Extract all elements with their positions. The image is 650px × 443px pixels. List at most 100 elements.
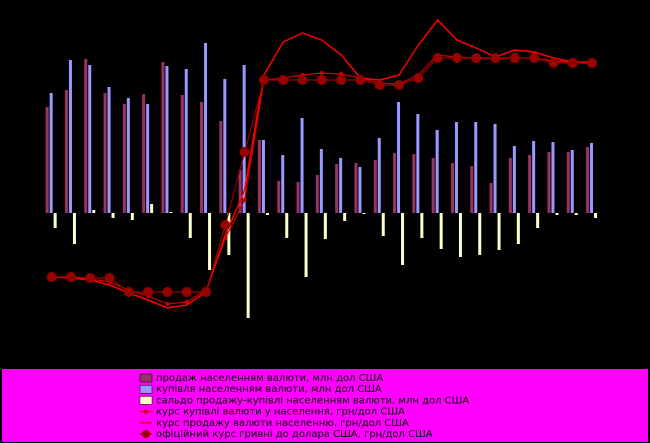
marker [46, 272, 57, 282]
legend-label: продаж населенням валюти, млн дол США [156, 373, 383, 384]
bar [343, 213, 347, 221]
legend-label: сальдо продажу-купівлі населенням валюти… [156, 394, 469, 406]
bar [478, 213, 482, 255]
bar [304, 213, 308, 277]
bar [450, 163, 454, 213]
marker [567, 58, 578, 68]
bar [381, 213, 385, 236]
bar [470, 166, 474, 213]
bar [111, 213, 115, 218]
marker [242, 198, 247, 202]
marker [143, 287, 154, 297]
marker [355, 75, 366, 85]
bar [180, 95, 184, 213]
bar [64, 90, 68, 213]
bar [454, 122, 458, 213]
bar [68, 60, 72, 213]
bar [493, 124, 497, 213]
bar [377, 138, 381, 213]
bar [532, 141, 536, 213]
bar [208, 213, 212, 270]
bar [165, 66, 169, 213]
bar [45, 107, 49, 213]
bar [586, 147, 590, 213]
legend-label: офіційний курс гривні до долара США, грн… [156, 428, 433, 440]
bar [528, 155, 532, 213]
bar [169, 212, 173, 213]
bar [92, 210, 96, 213]
bar [188, 213, 192, 238]
marker [104, 273, 115, 283]
bar [435, 130, 439, 213]
bar [416, 114, 420, 213]
legend-marker [142, 430, 150, 438]
bar [84, 59, 88, 213]
bar [285, 213, 289, 238]
bar [204, 43, 208, 213]
bar [397, 102, 401, 213]
bar [315, 175, 319, 213]
bar [362, 213, 366, 214]
bar [412, 154, 416, 213]
marker [239, 147, 250, 157]
bar [401, 213, 405, 265]
bar [536, 213, 540, 228]
bar [300, 118, 304, 213]
bar [130, 213, 134, 220]
bar [335, 164, 339, 213]
bar [431, 158, 435, 213]
bar [547, 152, 551, 213]
bar [458, 213, 462, 257]
marker [339, 72, 344, 76]
bar [126, 98, 130, 213]
marker [336, 75, 347, 85]
bar [566, 152, 570, 213]
marker [184, 300, 189, 304]
marker [451, 53, 462, 63]
bar [88, 65, 92, 213]
marker [509, 53, 520, 63]
bar [296, 182, 300, 213]
marker [85, 273, 96, 283]
bar [393, 153, 397, 213]
bar [103, 93, 107, 213]
marker [201, 287, 212, 297]
bar [339, 158, 343, 213]
marker [258, 75, 269, 85]
bar [354, 163, 358, 213]
marker [220, 220, 231, 230]
bar [261, 140, 265, 213]
bar [227, 213, 231, 255]
bar [570, 150, 574, 213]
bar [319, 149, 323, 213]
legend-label: курс продажу валюти населенню, грн/дол С… [156, 418, 409, 429]
marker [394, 80, 405, 90]
bar [122, 104, 126, 213]
bar [358, 167, 362, 213]
bar [242, 65, 246, 213]
marker [529, 53, 540, 63]
bar [142, 94, 146, 213]
marker [490, 53, 501, 63]
bar [238, 170, 242, 213]
bar [373, 160, 377, 213]
bar [72, 213, 76, 244]
bar [53, 213, 57, 228]
bar [265, 213, 269, 215]
marker [548, 58, 559, 68]
legend-label: курс купівлі валюти у населення, грн/дол… [156, 406, 405, 418]
marker [162, 287, 173, 297]
marker [165, 302, 170, 306]
marker [413, 73, 424, 83]
legend-label: купівля населенням валюти, млн дол США [156, 383, 382, 395]
bar [200, 102, 204, 213]
bar [146, 104, 150, 213]
marker [319, 71, 324, 75]
legend-swatch [139, 373, 153, 383]
bar [474, 122, 478, 213]
bar [497, 213, 501, 250]
marker [432, 53, 443, 63]
bar [277, 181, 281, 213]
line [51, 18, 593, 309]
